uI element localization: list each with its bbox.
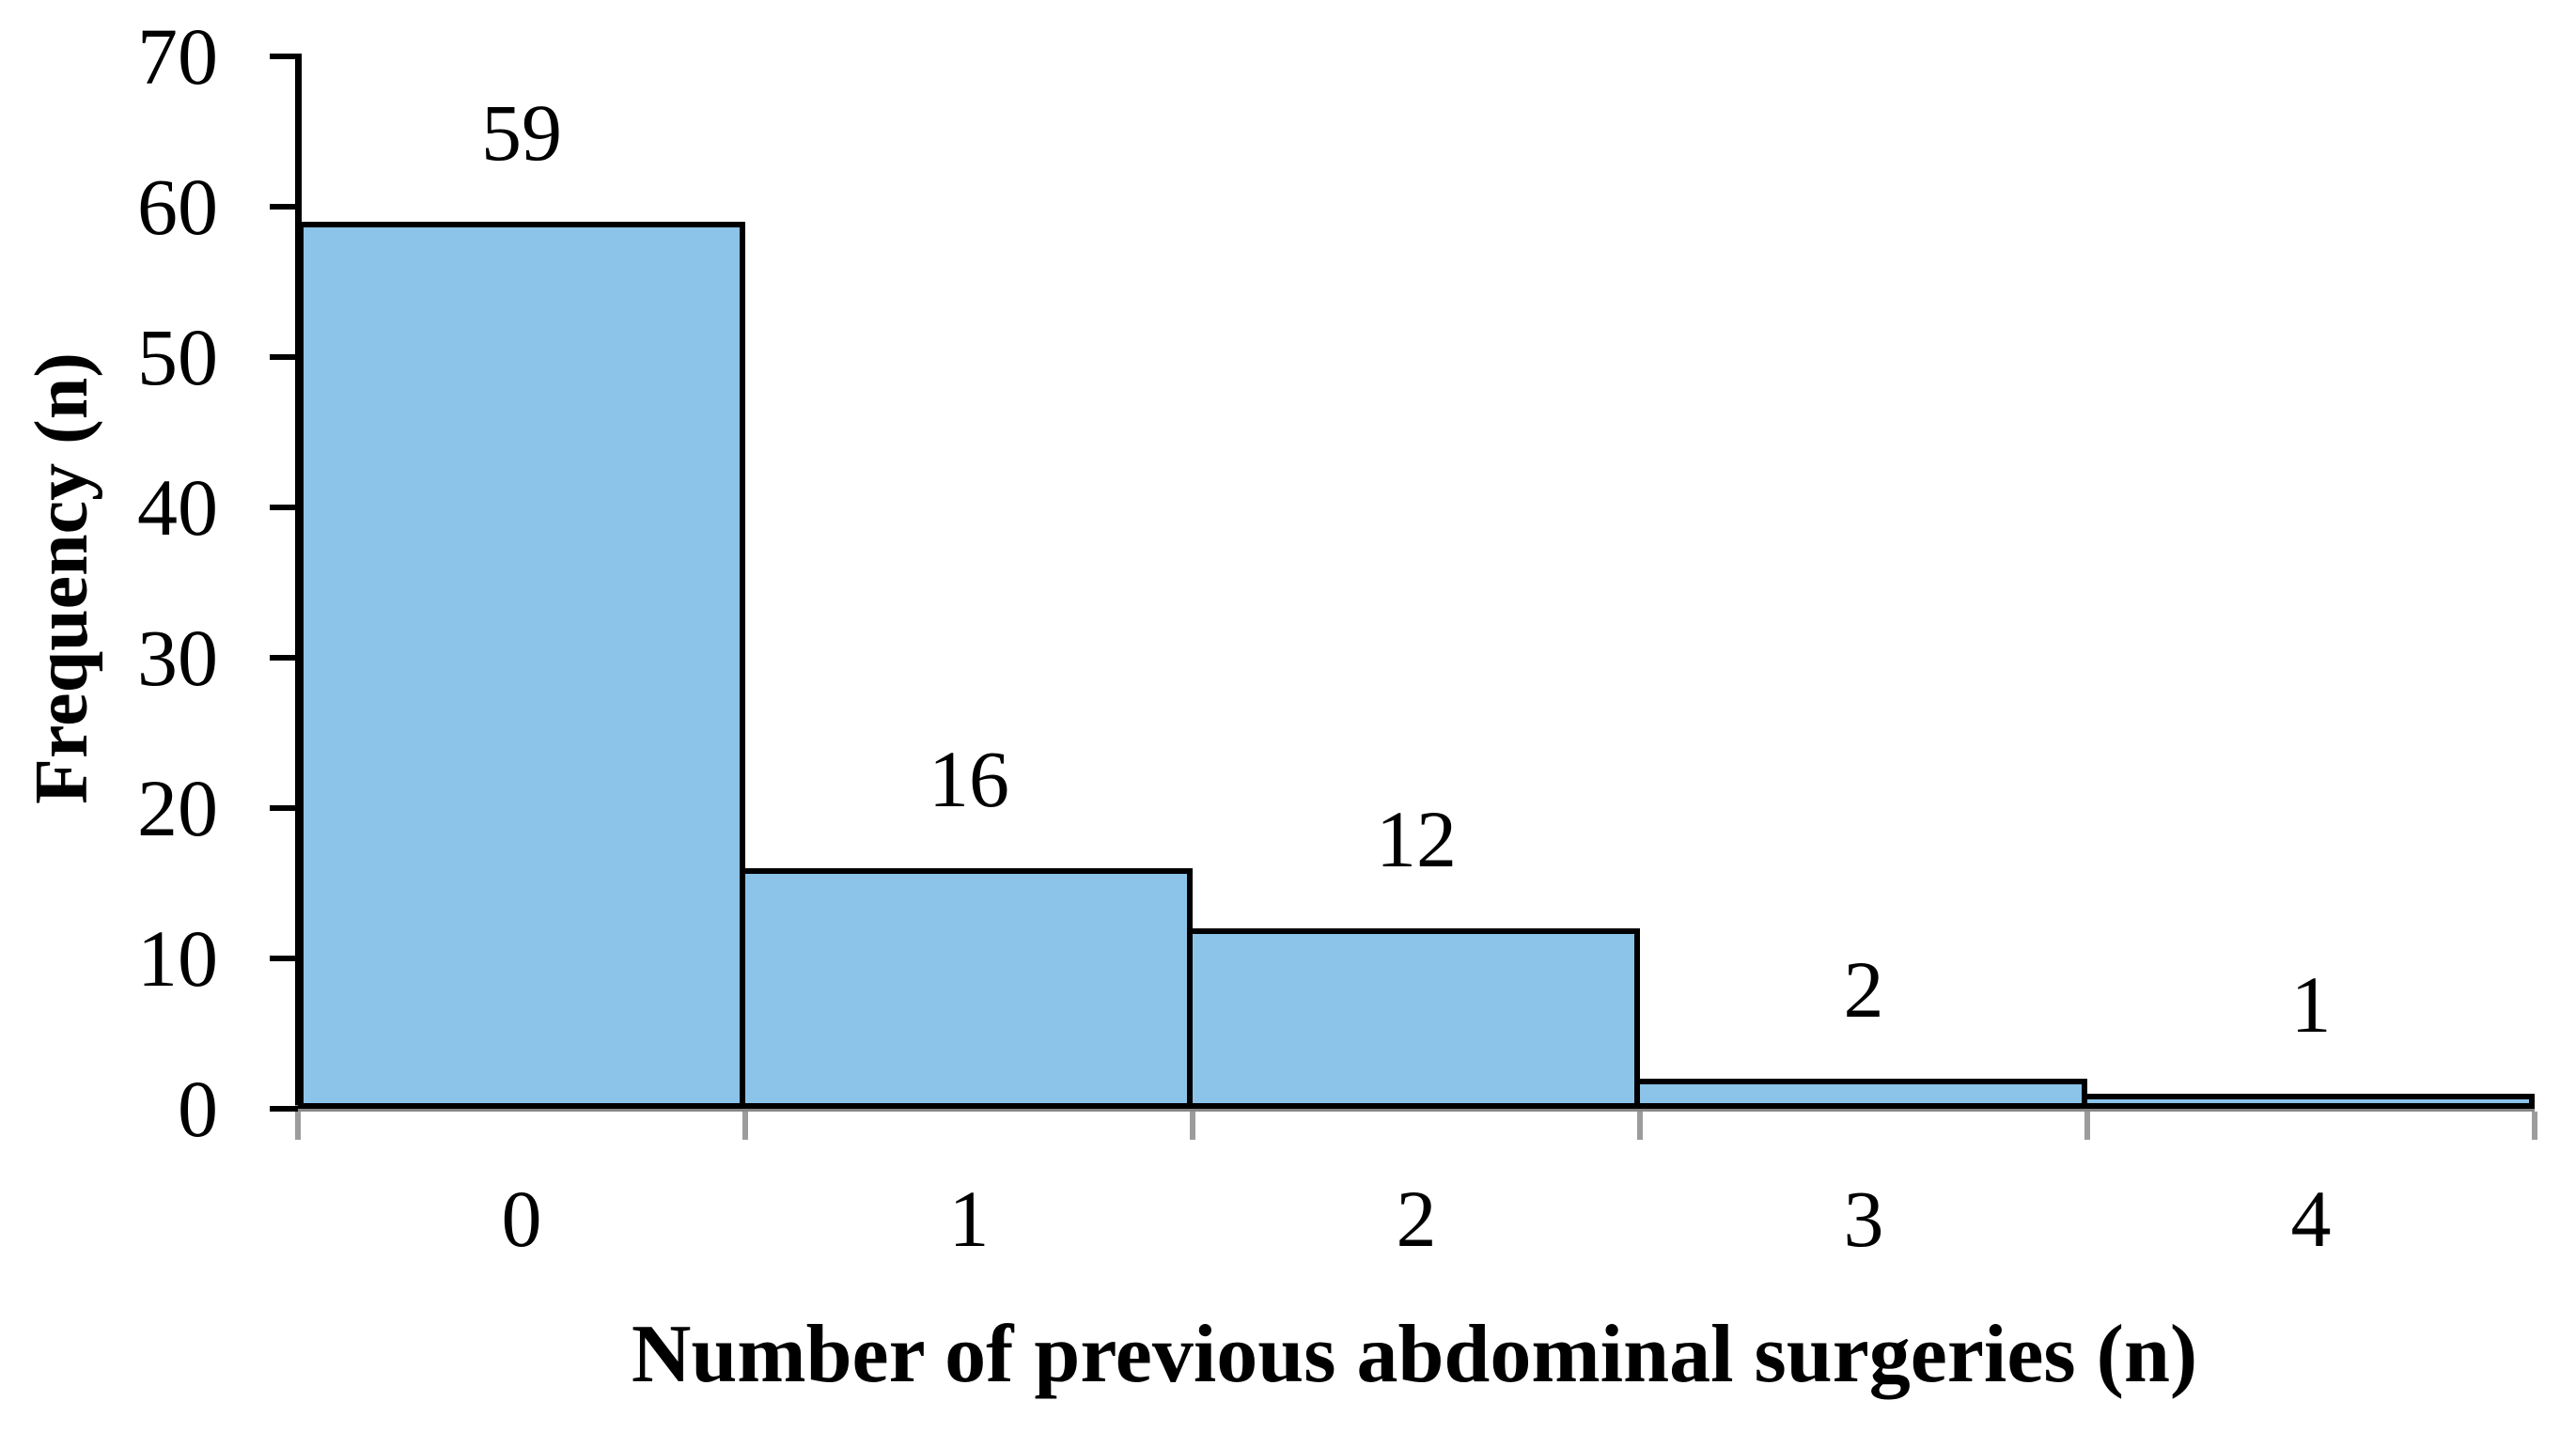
x-tick	[295, 1112, 301, 1140]
y-tick-label: 20	[137, 763, 218, 853]
x-tick	[2084, 1112, 2090, 1140]
x-tick	[1637, 1112, 1643, 1140]
x-tick-label: 3	[1843, 1174, 1884, 1264]
x-tick-label: 0	[501, 1174, 542, 1264]
x-tick-label: 4	[2290, 1174, 2332, 1264]
bar-value-label: 1	[2290, 959, 2332, 1050]
x-tick	[742, 1112, 748, 1140]
bar	[2087, 1094, 2535, 1109]
x-tick	[1190, 1112, 1195, 1140]
bar-value-label: 59	[481, 87, 562, 178]
bar-value-label: 2	[1843, 944, 1884, 1035]
y-tick	[270, 805, 298, 811]
y-tick	[270, 655, 298, 661]
y-tick	[270, 354, 298, 360]
bar	[1640, 1079, 2087, 1109]
bar-value-label: 12	[1376, 794, 1457, 884]
y-tick	[270, 1106, 298, 1112]
y-tick-label: 0	[178, 1064, 218, 1154]
y-axis-title-text: Frequency (n)	[20, 351, 103, 804]
bar	[1193, 928, 1640, 1109]
bar	[298, 222, 745, 1109]
y-tick-label: 30	[137, 613, 218, 703]
y-tick-label: 70	[137, 11, 218, 101]
y-tick-label: 50	[137, 312, 218, 402]
y-tick-label: 10	[137, 913, 218, 1004]
x-axis-title: Number of previous abdominal surgeries (…	[631, 1309, 2198, 1400]
y-tick	[270, 204, 298, 210]
y-tick	[270, 54, 298, 59]
bar	[745, 868, 1193, 1109]
x-tick	[2532, 1112, 2537, 1140]
y-tick	[270, 956, 298, 961]
bar-value-label: 16	[929, 734, 1009, 824]
y-tick-label: 60	[137, 162, 218, 252]
y-tick-label: 40	[137, 462, 218, 553]
x-tick-label: 2	[1396, 1174, 1437, 1264]
x-tick-label: 1	[948, 1174, 990, 1264]
y-tick	[270, 505, 298, 510]
y-axis-title: Frequency (n)	[0, 155, 124, 1001]
